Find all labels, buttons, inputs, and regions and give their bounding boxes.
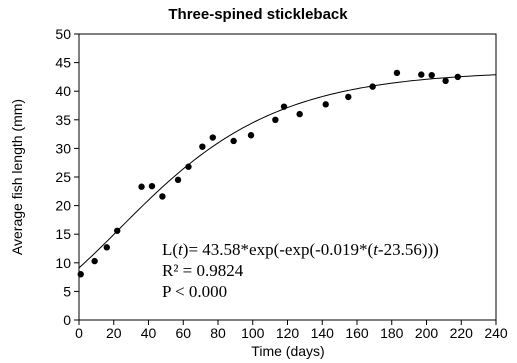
data-point (345, 93, 352, 101)
data-point (174, 176, 182, 184)
equation-prefix: L( (162, 240, 178, 259)
equation-annotation: L(t)= 43.58*exp(-exp(-0.019*(t-23.56))) (162, 240, 439, 259)
data-points (77, 69, 461, 278)
equation-variable: t (178, 240, 184, 259)
y-tick-label: 5 (63, 283, 71, 299)
y-tick-label: 35 (55, 112, 71, 128)
data-point (280, 103, 288, 110)
data-point (247, 132, 255, 139)
data-point (91, 257, 98, 265)
x-tick-label: 140 (311, 325, 335, 341)
x-tick-label: 100 (241, 325, 265, 341)
x-tick-label: 160 (345, 325, 369, 341)
y-tick-label: 30 (55, 140, 71, 156)
data-point (138, 183, 145, 190)
y-tick-label: 50 (55, 26, 71, 42)
data-point (418, 71, 425, 78)
equation-suffix: -23.56))) (378, 240, 439, 259)
x-tick-label: 20 (106, 325, 122, 341)
data-point (454, 73, 461, 81)
y-axis-label: Average fish length (mm) (9, 99, 25, 255)
y-tick-label: 40 (55, 83, 71, 99)
x-tick-label: 80 (210, 325, 226, 341)
y-tick-label: 20 (55, 198, 71, 214)
y-tick-label: 15 (55, 226, 71, 242)
r-squared-annotation: R² = 0.9824 (162, 261, 244, 280)
data-point (322, 101, 329, 108)
x-tick-label: 120 (276, 325, 300, 341)
x-tick-label: 0 (75, 325, 83, 341)
x-tick-label: 60 (175, 325, 191, 341)
y-tick-label: 10 (55, 255, 71, 271)
data-point (114, 227, 121, 234)
data-point (442, 77, 449, 85)
data-point (209, 134, 216, 141)
data-point (199, 143, 206, 150)
x-axis: 0 20 40 60 80 100 120 140 160 180 200 220 240 (75, 320, 508, 341)
data-point (148, 182, 156, 190)
y-axis: 0 5 10 15 20 25 30 35 40 45 50 (55, 26, 79, 328)
data-point (185, 163, 192, 170)
y-tick-label: 25 (55, 169, 71, 185)
data-point (393, 69, 401, 77)
x-tick-label: 220 (450, 325, 474, 341)
equation-middle: )= 43.58*exp(-exp(-0.019*( (183, 240, 374, 259)
chart-title: Three-spined stickleback (168, 6, 348, 23)
y-tick-label: 0 (63, 312, 71, 328)
x-tick-label: 180 (380, 325, 404, 341)
x-tick-label: 240 (484, 325, 508, 341)
x-tick-label: 40 (141, 325, 157, 341)
data-point (369, 83, 376, 90)
y-tick-label: 45 (55, 55, 71, 71)
x-tick-label: 200 (415, 325, 439, 341)
equation-variable-2: t (373, 240, 379, 259)
data-point (103, 244, 111, 251)
x-axis-label: Time (days) (251, 343, 324, 359)
data-point (296, 110, 303, 118)
data-point (428, 71, 435, 79)
p-value-annotation: P < 0.000 (162, 282, 227, 301)
data-point (230, 137, 237, 145)
data-point (159, 193, 166, 200)
data-point (272, 116, 279, 124)
fit-curve (78, 74, 497, 269)
data-point (77, 271, 84, 278)
